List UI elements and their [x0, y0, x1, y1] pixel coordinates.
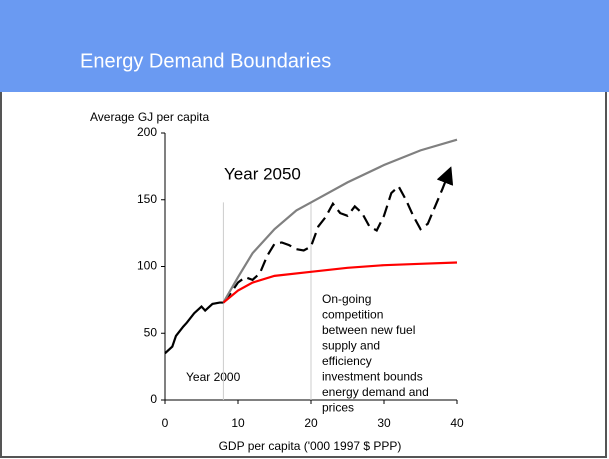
- x-tick-label: 30: [377, 416, 391, 430]
- note-line: prices: [322, 401, 354, 415]
- plot: 0 50 100 150 200 0 10 20 30 40 On-going competition…: [137, 125, 464, 430]
- series-line: [222, 261, 458, 304]
- y-axis-title: Average GJ per capita: [90, 110, 210, 124]
- note-line: efficiency: [322, 354, 372, 368]
- x-tick-label: 20: [304, 416, 318, 430]
- note-line: On-going: [322, 292, 371, 306]
- note-line: competition: [322, 308, 383, 322]
- series-line: [222, 138, 458, 304]
- y-tick-label: 0: [150, 392, 157, 406]
- y-tick-label: 200: [137, 125, 157, 139]
- x-tick-label: 10: [231, 416, 245, 430]
- x-tick-label: 40: [450, 416, 464, 430]
- x-tick-label: 0: [162, 416, 169, 430]
- annotation: Year 2000: [186, 370, 241, 384]
- note-line: energy demand and: [322, 385, 429, 399]
- x-axis-title: GDP per capita ('000 1997 $ PPP): [219, 439, 402, 453]
- frame: [0, 92, 607, 458]
- note-line: investment bounds: [322, 370, 423, 384]
- annotation: Year 2050: [224, 164, 301, 183]
- header-band: [0, 0, 609, 92]
- series-line: [222, 166, 454, 304]
- y-tick-label: 150: [137, 192, 157, 206]
- series-line: [164, 301, 224, 355]
- slide-title: Energy Demand Boundaries: [80, 50, 331, 72]
- note-line: between new fuel: [322, 323, 415, 337]
- y-tick-label: 50: [144, 325, 158, 339]
- y-tick-label: 100: [137, 259, 157, 273]
- note-line: supply and: [322, 339, 380, 353]
